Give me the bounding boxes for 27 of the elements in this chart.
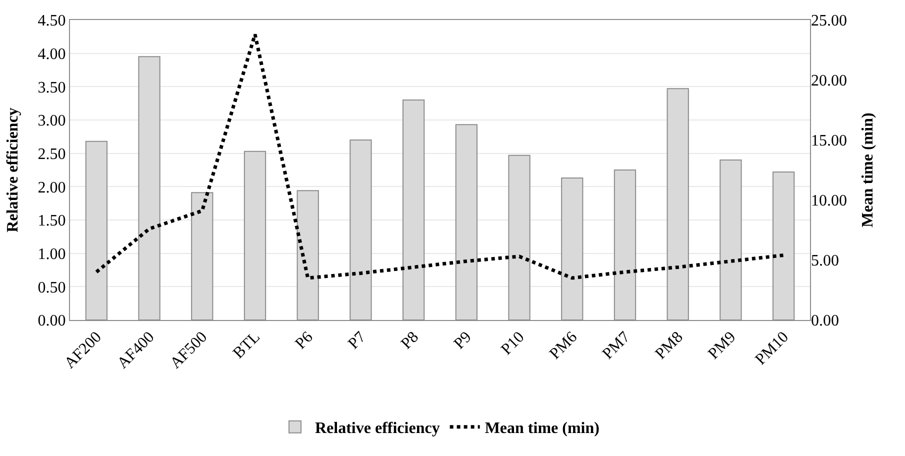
y-tick-label: 4.00 xyxy=(38,46,66,63)
y2-tick-label: 10.00 xyxy=(811,192,847,210)
y2-tick-label: 0.00 xyxy=(811,312,839,330)
y2-tick-label: 15.00 xyxy=(811,132,847,150)
x-tick-label: P6 xyxy=(292,328,316,353)
x-tick-label: P7 xyxy=(345,328,370,353)
y2-tick-label: 5.00 xyxy=(811,252,839,270)
y2-tick-label: 25.00 xyxy=(811,12,847,30)
y-tick-label: 0.50 xyxy=(38,279,66,296)
y-tick-label: 3.00 xyxy=(38,112,66,130)
legend-label: Mean time (min) xyxy=(484,420,600,438)
y-tick-label: 1.00 xyxy=(38,246,66,263)
legend-label: Relative efficiency xyxy=(315,420,440,438)
x-tick-label: P9 xyxy=(450,328,475,353)
y2-tick-label: 20.00 xyxy=(811,72,847,90)
y-tick-label: 2.50 xyxy=(38,146,66,163)
y-tick-label: 0.00 xyxy=(38,312,66,330)
line-series xyxy=(94,32,786,280)
y-tick-label: 3.50 xyxy=(38,79,66,96)
x-tick-label: P8 xyxy=(398,328,422,353)
y-tick-label: 4.50 xyxy=(38,12,66,30)
y-tick-label: 2.00 xyxy=(38,179,66,196)
y-tick-label: 1.50 xyxy=(38,212,66,230)
x-tick-label: BTL xyxy=(230,328,264,362)
y-axis-title: Relative efficiency xyxy=(4,108,22,232)
y2-axis-title: Mean time (min) xyxy=(860,112,877,228)
x-tick-label: P10 xyxy=(498,328,528,358)
